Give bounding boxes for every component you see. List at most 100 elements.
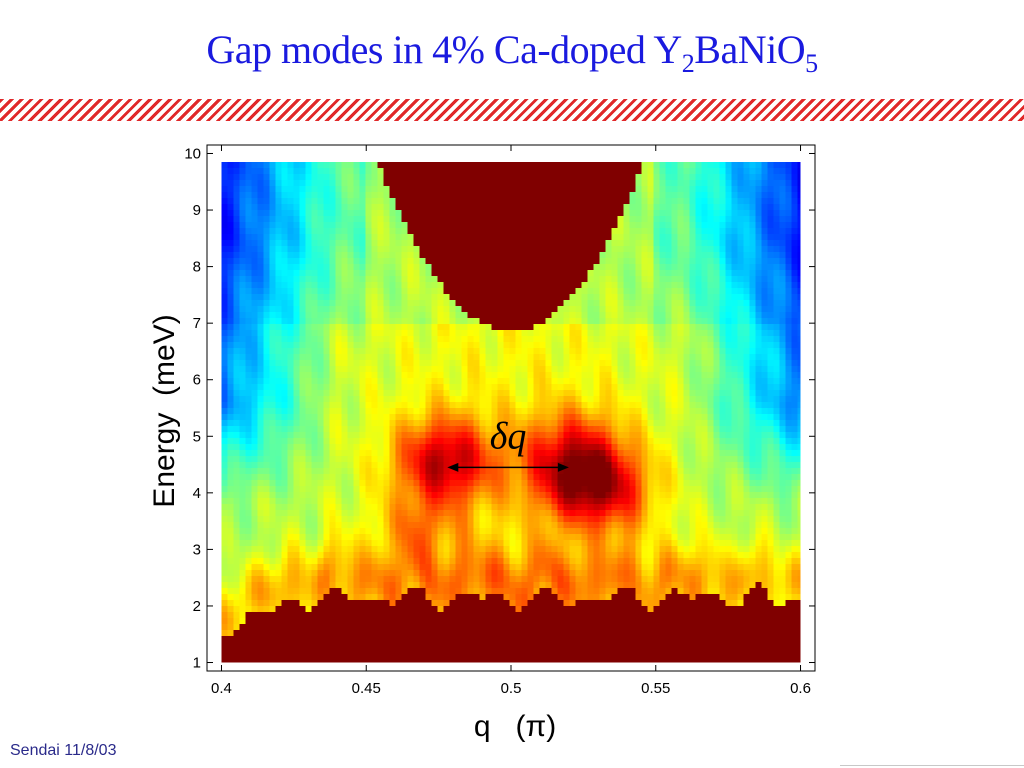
heatmap-cell [443, 282, 451, 289]
heatmap-cell [335, 450, 343, 457]
heatmap-cell [347, 450, 355, 457]
heatmap-cell [773, 240, 781, 247]
heatmap-cell [275, 246, 283, 253]
heatmap-cell [401, 450, 409, 457]
heatmap-cell [725, 216, 733, 223]
heatmap-cell [239, 168, 247, 175]
heatmap-cell [269, 240, 277, 247]
heatmap-cell [653, 354, 661, 361]
heatmap-cell [629, 390, 637, 397]
heatmap-cell [263, 174, 271, 181]
heatmap-cell [473, 240, 481, 247]
heatmap-cell [587, 162, 595, 169]
heatmap-cell [389, 234, 397, 241]
heatmap-cell [539, 396, 547, 403]
heatmap-cell [563, 234, 571, 241]
heatmap-cell [599, 366, 607, 373]
heatmap-cell [785, 438, 793, 445]
heatmap-cell [755, 450, 763, 457]
heatmap-cell [575, 462, 583, 469]
heatmap-cell [311, 336, 319, 343]
heatmap-cell [677, 186, 685, 193]
heatmap-cell [311, 204, 319, 211]
heatmap-cell [557, 246, 565, 253]
heatmap-cell [503, 264, 511, 271]
heatmap-cell [521, 306, 529, 313]
heatmap-cell [755, 348, 763, 355]
heatmap-cell [689, 180, 697, 187]
heatmap-cell [725, 228, 733, 235]
heatmap-cell [509, 192, 517, 199]
heatmap-cell [575, 378, 583, 385]
heatmap-cell [377, 198, 385, 205]
heatmap-cell [479, 354, 487, 361]
heatmap-cell [467, 300, 475, 307]
heatmap-cell [509, 264, 517, 271]
heatmap-cell [695, 264, 703, 271]
heatmap-cell [527, 402, 535, 409]
heatmap-cell [323, 438, 331, 445]
heatmap-cell [257, 168, 265, 175]
heatmap-cell [503, 456, 511, 463]
heatmap-cell [713, 228, 721, 235]
heatmap-cell [359, 354, 367, 361]
heatmap-cell [341, 204, 349, 211]
heatmap-cell [497, 240, 505, 247]
heatmap-cell [359, 282, 367, 289]
heatmap-cell [677, 270, 685, 277]
heatmap-cell [785, 300, 793, 307]
heatmap-cell [605, 372, 613, 379]
heatmap-cell [749, 390, 757, 397]
heatmap-cell [605, 168, 613, 175]
heatmap-cell [257, 180, 265, 187]
heatmap-cell [437, 216, 445, 223]
heatmap-cell [467, 288, 475, 295]
heatmap-cell [671, 348, 679, 355]
heatmap-cell [629, 396, 637, 403]
heatmap-cell [719, 174, 727, 181]
heatmap-cell [617, 312, 625, 319]
heatmap-cell [743, 162, 751, 169]
heatmap-cell [479, 360, 487, 367]
heatmap-cell [719, 408, 727, 415]
heatmap-cell [611, 390, 619, 397]
heatmap-cell [281, 444, 289, 451]
heatmap-cell [695, 348, 703, 355]
heatmap-cell [221, 264, 229, 271]
heatmap-cell [671, 414, 679, 421]
heatmap-cell [587, 270, 595, 277]
heatmap-cell [449, 414, 457, 421]
heatmap-cell [779, 288, 787, 295]
heatmap-cell [431, 192, 439, 199]
heatmap-cell [551, 168, 559, 175]
heatmap-cell [317, 414, 325, 421]
heatmap-cell [479, 180, 487, 187]
heatmap-cell [383, 438, 391, 445]
heatmap-cell [323, 198, 331, 205]
heatmap-cell [761, 408, 769, 415]
heatmap-cell [491, 438, 499, 445]
heatmap-cell [659, 180, 667, 187]
heatmap-cell [563, 366, 571, 373]
heatmap-cell [329, 216, 337, 223]
heatmap-cell [761, 318, 769, 325]
heatmap-cell [785, 264, 793, 271]
heatmap-cell [581, 276, 589, 283]
heatmap-cell [779, 438, 787, 445]
heatmap-cell [485, 354, 493, 361]
heatmap-cell [461, 408, 469, 415]
heatmap-cell [257, 438, 265, 445]
heatmap-cell [557, 234, 565, 241]
heatmap-cell [629, 402, 637, 409]
heatmap-cell [233, 378, 241, 385]
heatmap-cell [785, 222, 793, 229]
heatmap-cell [425, 438, 433, 445]
heatmap-cell [425, 276, 433, 283]
heatmap-cell [503, 402, 511, 409]
heatmap-cell [557, 216, 565, 223]
heatmap-cell [407, 240, 415, 247]
heatmap-cell [791, 288, 799, 295]
heatmap-cell [449, 366, 457, 373]
heatmap-cell [647, 420, 655, 427]
heatmap-cell [383, 372, 391, 379]
